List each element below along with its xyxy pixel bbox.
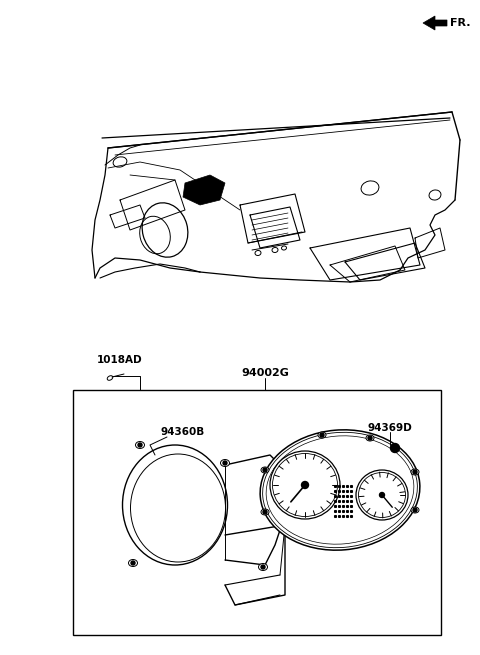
Ellipse shape (318, 432, 326, 438)
Text: 94369D: 94369D (368, 423, 412, 433)
Ellipse shape (135, 441, 144, 449)
Circle shape (413, 508, 417, 512)
Ellipse shape (259, 563, 267, 571)
Ellipse shape (356, 470, 408, 520)
Ellipse shape (411, 507, 419, 513)
Circle shape (263, 468, 267, 472)
Circle shape (301, 481, 309, 489)
Ellipse shape (366, 435, 374, 441)
Ellipse shape (270, 451, 340, 519)
Circle shape (391, 443, 399, 453)
Ellipse shape (261, 509, 269, 515)
Ellipse shape (220, 460, 229, 466)
Circle shape (413, 470, 417, 474)
Ellipse shape (129, 559, 137, 567)
Circle shape (263, 510, 267, 514)
Bar (73, 390, 441, 635)
Polygon shape (423, 16, 447, 30)
Circle shape (131, 561, 135, 565)
Circle shape (380, 493, 384, 498)
Ellipse shape (261, 467, 269, 473)
Circle shape (320, 433, 324, 437)
Text: 94002G: 94002G (241, 368, 289, 378)
Text: 94360B: 94360B (161, 427, 205, 437)
Ellipse shape (411, 469, 419, 475)
Circle shape (261, 565, 265, 569)
Circle shape (138, 443, 142, 447)
Circle shape (368, 436, 372, 440)
Text: FR.: FR. (450, 18, 470, 28)
Circle shape (223, 461, 227, 465)
Polygon shape (183, 175, 225, 205)
Text: 1018AD: 1018AD (97, 355, 143, 365)
Ellipse shape (260, 430, 420, 550)
